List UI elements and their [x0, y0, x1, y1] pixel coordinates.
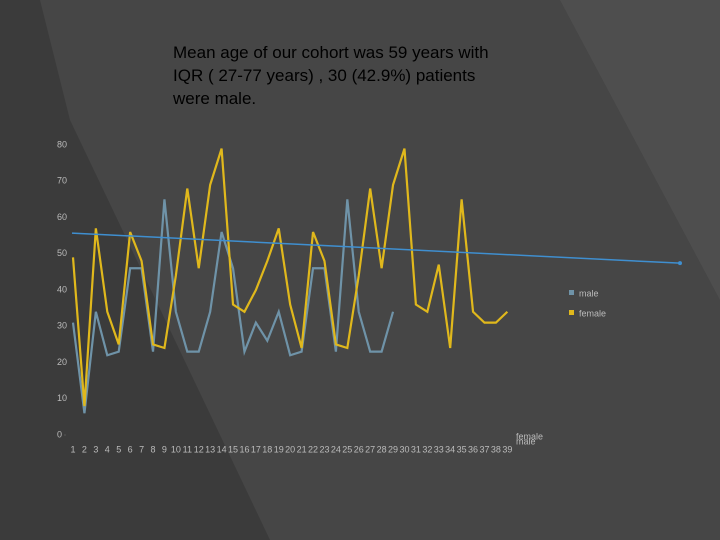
y-tick-label: 20 [57, 357, 67, 367]
y-tick-label: 10 [57, 393, 67, 403]
x-tick-label: 25 [342, 444, 352, 454]
y-tick-label: 80 [57, 139, 67, 149]
x-tick-label: 39 [502, 444, 512, 454]
x-tick-label: 3 [93, 444, 98, 454]
title-line: IQR ( 27-77 years) , 30 (42.9%) patients [173, 66, 475, 85]
x-tick-label: 8 [151, 444, 156, 454]
x-tick-label: 31 [411, 444, 421, 454]
legend-swatch [569, 310, 574, 315]
x-tick-label: 33 [434, 444, 444, 454]
x-tick-label: 13 [205, 444, 215, 454]
background-shape [40, 0, 720, 540]
line-series [71, 148, 509, 407]
x-tick-label: 16 [239, 444, 249, 454]
line-series [71, 199, 395, 414]
trendline [71, 232, 681, 264]
x-tick-label: 35 [457, 444, 467, 454]
x-tick-label: 2 [82, 444, 87, 454]
x-tick-label: 28 [377, 444, 387, 454]
x-tick-label: 30 [399, 444, 409, 454]
background-shape [560, 0, 720, 300]
x-tick-label: 11 [183, 444, 192, 454]
legend-label: male [516, 436, 536, 446]
x-tick-label: 9 [162, 444, 167, 454]
y-tick-label: 40 [57, 284, 67, 294]
x-tick-label: 23 [319, 444, 329, 454]
x-tick-label: 27 [365, 444, 375, 454]
x-tick-label: 4 [105, 444, 110, 454]
legend-label: male [579, 288, 599, 298]
x-tick-label: 32 [422, 444, 432, 454]
x-tick-label: 14 [217, 444, 227, 454]
x-tick-label: 1 [70, 444, 75, 454]
y-tick-label: 50 [57, 248, 67, 258]
x-tick-label: 20 [285, 444, 295, 454]
x-tick-label: 17 [251, 444, 261, 454]
x-tick-label: 29 [388, 444, 398, 454]
title-line: were male. [172, 89, 256, 108]
trendline-end [678, 261, 682, 266]
x-tick-label: 18 [262, 444, 272, 454]
y-tick-label: 60 [57, 212, 67, 222]
y-tick-label: 0 [57, 429, 62, 439]
x-tick-label: 6 [128, 444, 133, 454]
x-tick-label: 38 [491, 444, 501, 454]
legend-label: female [516, 431, 543, 441]
x-tick-label: 5 [116, 444, 121, 454]
legend-label: female [579, 308, 606, 318]
x-tick-label: 34 [445, 444, 455, 454]
x-tick-label: 37 [479, 444, 489, 454]
x-tick-label: 19 [274, 444, 284, 454]
x-tick-label: 26 [354, 444, 364, 454]
x-tick-label: 21 [297, 444, 307, 454]
x-tick-label: 24 [331, 444, 341, 454]
title-line: Mean age of our cohort was 59 years with [173, 43, 489, 62]
title: Mean age of our cohort was 59 years with… [172, 43, 489, 108]
x-tick-label: 10 [171, 444, 181, 454]
x-tick-label: 12 [194, 444, 204, 454]
legend-swatch [569, 290, 574, 295]
x-tick-label: 36 [468, 444, 478, 454]
y-tick-label: 30 [57, 321, 67, 331]
y-tick-label: 70 [57, 176, 67, 186]
x-tick-label: 22 [308, 444, 318, 454]
x-tick-label: 7 [139, 444, 144, 454]
x-tick-label: 15 [228, 444, 238, 454]
